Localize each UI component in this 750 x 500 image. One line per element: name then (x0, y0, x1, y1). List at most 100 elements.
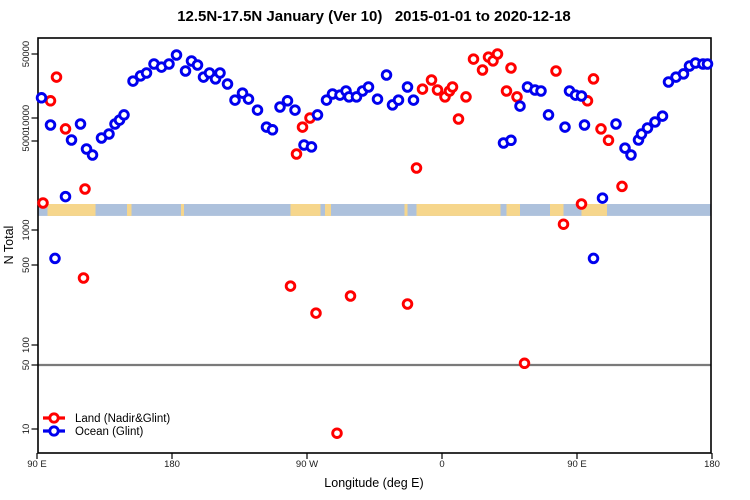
y-tick-label: 50000 (21, 41, 32, 67)
data-point-ocean (44, 119, 57, 131)
data-point-ocean (118, 109, 130, 121)
data-point-ocean (103, 128, 115, 140)
data-point-ocean (619, 142, 631, 154)
data-point-land (446, 81, 459, 93)
legend-land-marker-icon (48, 412, 60, 424)
band-land-segment (290, 204, 321, 216)
data-point-land (511, 91, 523, 103)
band-land-segment (416, 204, 501, 216)
data-point-land (505, 62, 517, 74)
data-point-land (290, 148, 303, 160)
legend-land-label: Land (Nadir&Glint) (75, 413, 170, 425)
data-point-ocean (401, 81, 414, 93)
x-axis-title: Longitude (deg E) (324, 476, 423, 490)
data-point-land (431, 84, 444, 96)
x-tick-label: 90 W (296, 459, 318, 470)
data-point-ocean (311, 109, 324, 121)
legend-ocean-label: Ocean (Glint) (75, 426, 144, 438)
data-point-ocean (266, 124, 279, 136)
data-point-ocean (587, 252, 600, 265)
data-point-ocean (407, 94, 420, 106)
data-point-land (59, 123, 72, 135)
data-point-land (557, 218, 570, 230)
data-point-ocean (392, 94, 405, 106)
data-point-ocean (701, 58, 714, 70)
plot-frame (37, 37, 712, 454)
data-point-ocean (274, 101, 286, 113)
data-point-ocean (535, 85, 547, 97)
band-ocean (38, 204, 711, 216)
data-point-ocean (140, 67, 153, 79)
band-land-segment (181, 204, 184, 216)
data-point-ocean (596, 192, 609, 204)
data-point-ocean (542, 109, 555, 121)
data-point-land (500, 85, 513, 97)
data-point-land (284, 280, 297, 292)
y-axis-title: N Total (2, 226, 16, 265)
data-point-ocean (505, 134, 517, 147)
band-land-segment (47, 204, 96, 216)
data-point-land (575, 198, 588, 210)
data-point-ocean (214, 67, 226, 79)
data-point-ocean (578, 119, 591, 131)
band-land-segment (506, 204, 520, 216)
legend: Land (Nadir&Glint) Ocean (Glint) (43, 412, 170, 438)
data-point-ocean (49, 252, 61, 265)
x-tick-label: 90 E (567, 459, 587, 470)
data-point-land (476, 64, 489, 76)
y-tick-label: 1000 (21, 219, 32, 240)
x-axis-ticks: 90 E 180 90 W 0 90 E 180 (27, 453, 720, 470)
data-point-land (452, 113, 465, 125)
data-point-land (425, 74, 438, 86)
x-tick-label: 0 (439, 459, 444, 470)
y-tick-label: 500 (21, 257, 32, 273)
data-point-ocean (649, 116, 661, 128)
data-point-land (550, 65, 562, 77)
data-point-ocean (221, 78, 234, 90)
data-point-land (79, 183, 91, 195)
data-point-land (587, 73, 600, 85)
data-point-ocean (251, 104, 264, 116)
data-point-ocean (575, 90, 588, 102)
legend-item-land: Land (Nadir&Glint) (43, 412, 170, 425)
data-point-land (491, 48, 504, 60)
data-point-ocean (127, 75, 139, 87)
data-point-land (467, 53, 480, 65)
data-point-ocean (281, 95, 294, 107)
data-point-land (416, 83, 429, 95)
data-point-ocean (514, 100, 526, 112)
data-point-land (401, 298, 414, 310)
data-point-ocean (656, 110, 669, 122)
x-tick-label: 90 E (27, 459, 47, 470)
data-point-ocean (86, 149, 99, 161)
y-tick-label: 5000 (21, 130, 32, 151)
x-tick-label: 180 (164, 459, 180, 470)
data-point-ocean (229, 94, 241, 106)
data-point-ocean (662, 76, 675, 88)
data-point-ocean (610, 118, 622, 130)
data-point-ocean (625, 149, 637, 161)
data-point-ocean (191, 59, 204, 71)
data-point-land (37, 197, 49, 209)
data-point-ocean (641, 122, 654, 134)
legend-ocean-marker-icon (48, 425, 60, 437)
data-point-ocean (559, 121, 571, 133)
data-point-land (50, 71, 63, 83)
data-point-ocean (59, 190, 72, 203)
band-land-segment (404, 204, 408, 216)
data-point-ocean (289, 104, 301, 116)
data-point-ocean (380, 69, 393, 81)
data-point-ocean (677, 68, 690, 80)
y-tick-label: 10000 (21, 105, 32, 131)
legend-item-ocean: Ocean (Glint) (43, 425, 144, 438)
data-point-ocean (305, 141, 318, 153)
data-point-land (44, 95, 57, 107)
data-point-ocean (371, 93, 384, 105)
data-point-land (410, 162, 423, 174)
data-point-ocean (242, 93, 255, 105)
band-land-segment (127, 204, 132, 216)
data-point-ocean (179, 65, 192, 77)
data-point-ocean (163, 58, 175, 70)
data-point-land (296, 121, 309, 133)
